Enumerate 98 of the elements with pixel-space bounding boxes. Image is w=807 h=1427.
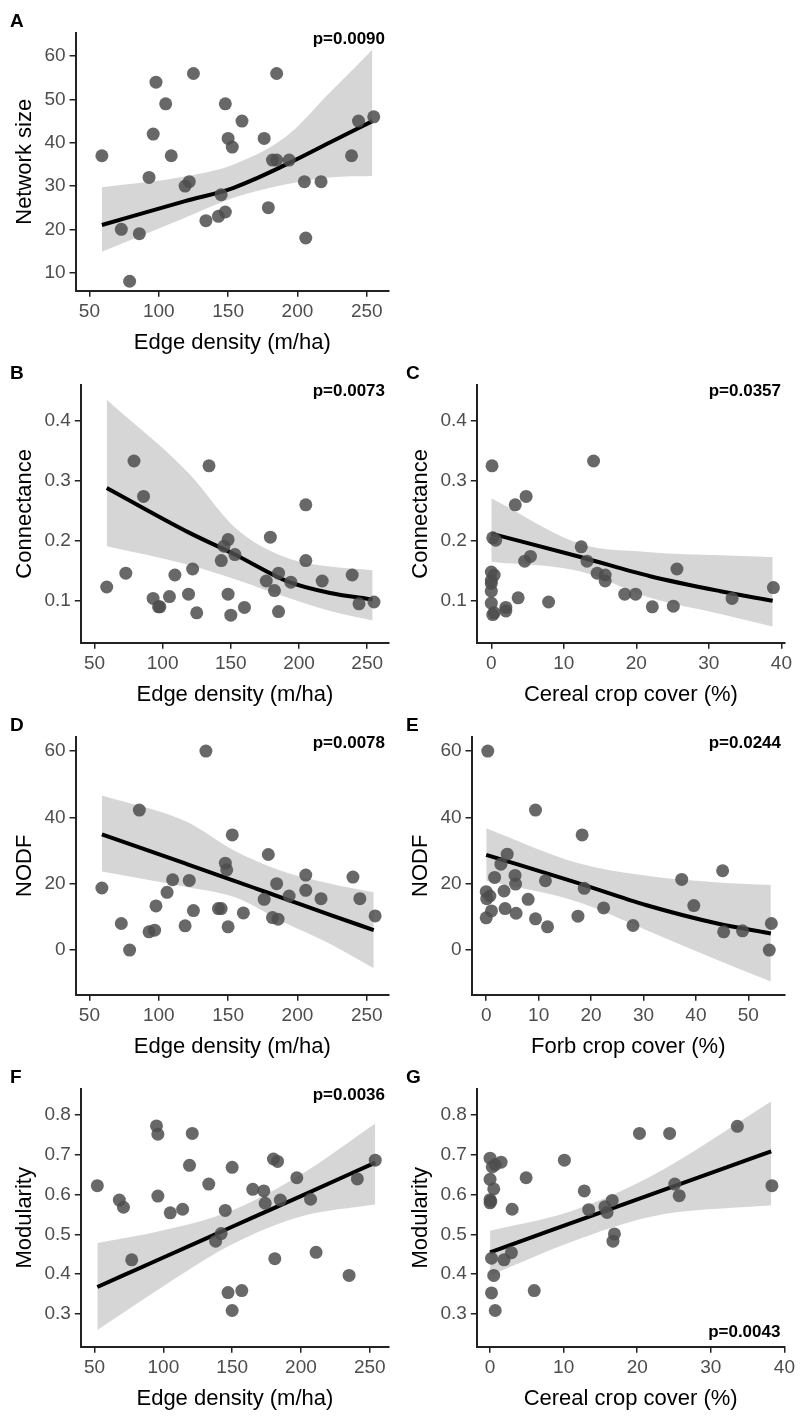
x-tick-label: 10 [553,652,575,674]
y-tick-label: 40 [440,805,462,827]
x-tick-label: 10 [553,1356,575,1378]
y-tick-label: 60 [44,739,66,761]
y-tick-label: 0.5 [440,1222,467,1244]
y-tick-label: 20 [440,871,462,893]
y-tick-label: 0.8 [440,1102,467,1124]
x-tick-label: 150 [214,652,247,674]
y-tick-label: 0 [450,938,462,960]
chart-title: D [10,713,24,735]
x-tick-label: 50 [78,300,100,322]
y-tick-label: 10 [44,260,66,282]
x-tick-label: 10 [528,1004,550,1026]
annotation: p=0.0244 [708,732,782,752]
x-tick-label: 40 [685,1004,707,1026]
y-axis-title: NODF [11,834,37,897]
y-tick-label: 0.7 [440,1142,467,1164]
chart-title: E [406,713,419,735]
x-tick-label: 50 [78,1004,100,1026]
annotation: p=0.0073 [312,380,385,400]
y-tick-label: 40 [44,130,66,152]
x-tick-label: 20 [626,1356,648,1378]
x-tick-label: 100 [147,1356,180,1378]
y-axis-title: Modularity [407,1167,433,1269]
y-tick-label: 0.7 [44,1142,71,1164]
y-tick-label: 0.5 [44,1222,71,1244]
y-tick-label: 0.6 [44,1182,71,1204]
chart-title: F [10,1065,22,1087]
y-tick-label: 0.8 [44,1102,71,1124]
y-tick-label: 40 [44,805,66,827]
x-tick-label: 250 [350,300,383,322]
y-tick-label: 0.3 [440,1302,467,1324]
y-tick-label: 0.4 [440,409,468,431]
y-tick-label: 0.1 [440,589,467,611]
y-tick-label: 0.4 [44,409,72,431]
y-tick-label: 60 [440,739,462,761]
y-axis-title: Modularity [11,1167,37,1269]
y-tick-label: 0.3 [440,469,467,491]
annotation: p=0.0078 [312,732,385,752]
x-tick-label: 40 [770,652,792,674]
y-tick-label: 20 [44,217,66,239]
y-tick-label: 0.6 [440,1182,467,1204]
x-tick-label: 200 [281,1004,314,1026]
x-tick-label: 50 [84,1356,106,1378]
x-axis-title: Edge density (m/ha) [136,680,334,706]
x-tick-label: 150 [212,1004,244,1026]
x-tick-label: 0 [486,652,497,674]
x-tick-label: 150 [212,300,244,322]
chart-title: A [10,9,24,31]
chart-title: G [406,1065,421,1087]
y-axis-title: Connectance [11,448,37,579]
x-axis-title: Forb crop cover (%) [531,1032,726,1058]
x-tick-label: 30 [698,652,720,674]
x-tick-label: 0 [484,1356,496,1378]
y-tick-label: 60 [44,44,66,66]
x-axis-title: Cereal crop cover (%) [523,680,738,706]
annotation: p=0.0036 [312,1084,385,1104]
x-tick-label: 100 [146,652,179,674]
y-axis-title: Network size [11,98,37,225]
chart-title: B [10,361,24,383]
x-tick-label: 200 [285,1356,317,1378]
x-axis-title: Edge density (m/ha) [136,1384,334,1410]
chart-title: C [406,361,420,383]
x-tick-label: 250 [351,652,384,674]
y-axis-title: NODF [407,834,433,897]
x-tick-label: 200 [283,652,315,674]
x-tick-label: 250 [353,1356,386,1378]
x-tick-label: 100 [142,1004,175,1026]
x-axis-title: Edge density (m/ha) [133,1032,331,1058]
annotation: p=0.0090 [312,28,385,48]
x-tick-label: 250 [350,1004,383,1026]
x-tick-label: 20 [580,1004,602,1026]
x-axis-title: Edge density (m/ha) [133,328,331,354]
x-tick-label: 100 [142,300,175,322]
x-tick-label: 0 [480,1004,492,1026]
y-tick-label: 30 [44,174,66,196]
annotation: p=0.0043 [708,1321,781,1341]
x-tick-label: 20 [625,652,647,674]
x-tick-label: 50 [83,652,106,674]
x-axis-title: Cereal crop cover (%) [523,1384,738,1410]
x-tick-label: 40 [773,1356,795,1378]
y-tick-label: 0.4 [44,1262,72,1284]
y-tick-label: 20 [44,871,66,893]
x-tick-label: 200 [281,300,314,322]
x-tick-label: 150 [216,1356,249,1378]
y-tick-label: 0.3 [44,1302,71,1324]
y-axis-title: Connectance [407,448,433,579]
y-tick-label: 0.2 [44,529,71,551]
y-tick-label: 0.2 [440,529,467,551]
y-tick-label: 50 [44,87,66,109]
y-tick-label: 0.4 [440,1262,468,1284]
x-tick-label: 30 [632,1004,655,1026]
x-tick-label: 50 [737,1004,759,1026]
x-tick-label: 30 [700,1356,722,1378]
y-tick-label: 0 [54,938,66,960]
y-tick-label: 0.1 [44,589,71,611]
annotation: p=0.0357 [708,380,781,400]
y-tick-label: 0.3 [44,469,71,491]
